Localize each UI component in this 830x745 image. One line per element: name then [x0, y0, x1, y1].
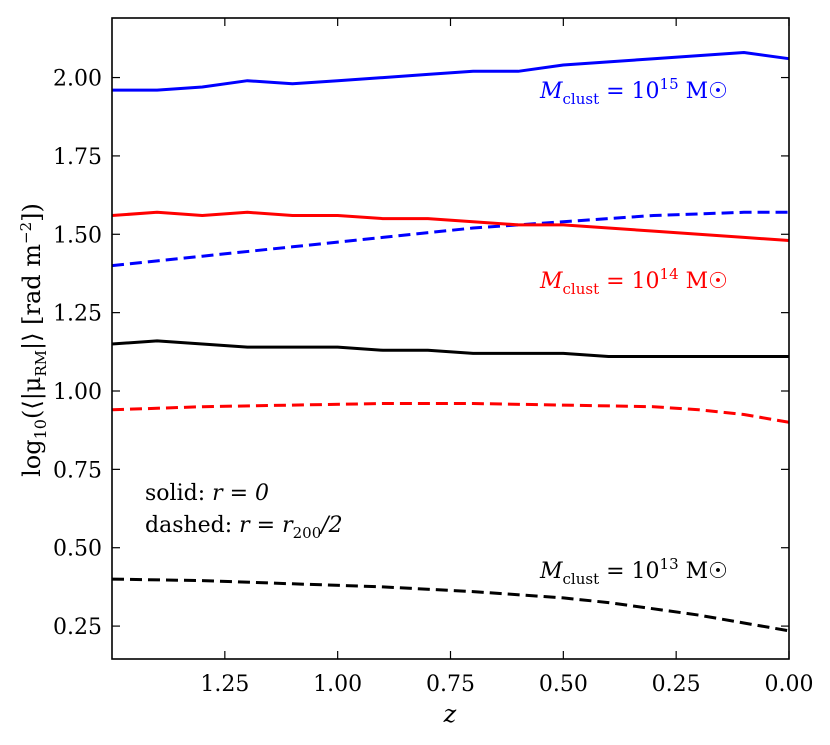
y-tick-label: 0.50 — [53, 537, 102, 562]
x-tick-label: 1.25 — [200, 672, 249, 697]
y-tick-labels: 0.25 0.50 0.75 1.00 1.25 1.50 1.75 2.00 — [53, 67, 102, 641]
annotation-mass-1e15: Mclust = 1015 M☉ — [539, 75, 728, 108]
y-tick-label: 1.25 — [53, 302, 102, 327]
x-axis-title: z — [443, 700, 457, 728]
y-tick-label: 0.75 — [53, 458, 102, 483]
series-layer — [111, 51, 790, 633]
x-tick-labels: 1.25 1.00 0.75 0.50 0.25 0.00 — [200, 672, 813, 697]
series-line-3 — [111, 402, 790, 424]
series-line-5 — [111, 577, 790, 633]
y-tick-label: 2.00 — [53, 67, 102, 92]
annotation-mass-1e14: Mclust = 1014 M☉ — [539, 265, 728, 298]
x-tick-label: 0.00 — [765, 672, 814, 697]
series-line-4 — [111, 339, 789, 358]
legend-dashed: dashed: r = r200/2 — [145, 513, 343, 542]
series-line-1 — [111, 210, 789, 268]
series-line-2 — [111, 210, 790, 242]
y-tick-label: 1.50 — [53, 223, 102, 248]
y-axis-title: log10(⟨|μRM|⟩ [rad m−2]) — [17, 203, 50, 477]
plot-frame — [111, 17, 790, 660]
x-tick-label: 0.25 — [652, 672, 701, 697]
x-tick-label: 0.50 — [539, 672, 588, 697]
series-line-0 — [112, 51, 790, 92]
annotation-mass-1e13: Mclust = 1013 M☉ — [539, 555, 728, 588]
legend-solid: solid: r = 0 — [145, 481, 269, 506]
y-tick-label: 1.75 — [53, 145, 102, 170]
y-tick-label: 1.00 — [53, 380, 102, 405]
y-tick-label: 0.25 — [53, 615, 102, 640]
x-tick-label: 1.00 — [313, 672, 362, 697]
x-tick-label: 0.75 — [426, 672, 475, 697]
